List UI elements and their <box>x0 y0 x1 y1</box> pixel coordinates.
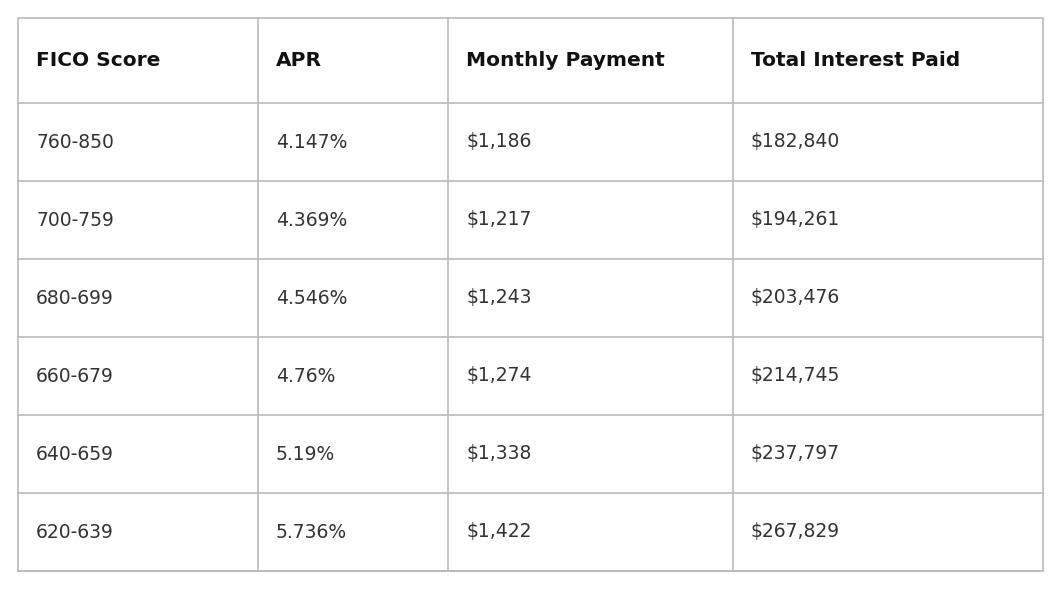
Text: $1,274: $1,274 <box>466 366 532 385</box>
Text: $203,476: $203,476 <box>752 289 840 307</box>
Text: 4.369%: 4.369% <box>276 211 348 230</box>
Text: 700-759: 700-759 <box>36 211 114 230</box>
Text: APR: APR <box>276 51 322 70</box>
Text: FICO Score: FICO Score <box>36 51 161 70</box>
Text: 4.147%: 4.147% <box>276 133 348 152</box>
Text: 5.19%: 5.19% <box>276 444 335 464</box>
Text: $237,797: $237,797 <box>752 444 840 464</box>
Text: 4.76%: 4.76% <box>276 366 335 385</box>
Text: 760-850: 760-850 <box>36 133 114 152</box>
Text: Total Interest Paid: Total Interest Paid <box>752 51 960 70</box>
Text: 680-699: 680-699 <box>36 289 114 307</box>
Text: 4.546%: 4.546% <box>276 289 348 307</box>
Text: 620-639: 620-639 <box>36 523 114 542</box>
Text: $1,422: $1,422 <box>466 523 532 542</box>
Text: 660-679: 660-679 <box>36 366 114 385</box>
Text: Monthly Payment: Monthly Payment <box>466 51 665 70</box>
Text: $1,217: $1,217 <box>466 211 532 230</box>
Text: $1,186: $1,186 <box>466 133 532 152</box>
Text: 5.736%: 5.736% <box>276 523 347 542</box>
Text: $182,840: $182,840 <box>752 133 840 152</box>
Text: $1,243: $1,243 <box>466 289 532 307</box>
Text: $214,745: $214,745 <box>752 366 840 385</box>
Text: $1,338: $1,338 <box>466 444 532 464</box>
Text: 640-659: 640-659 <box>36 444 114 464</box>
Text: $267,829: $267,829 <box>752 523 840 542</box>
Text: $194,261: $194,261 <box>752 211 840 230</box>
